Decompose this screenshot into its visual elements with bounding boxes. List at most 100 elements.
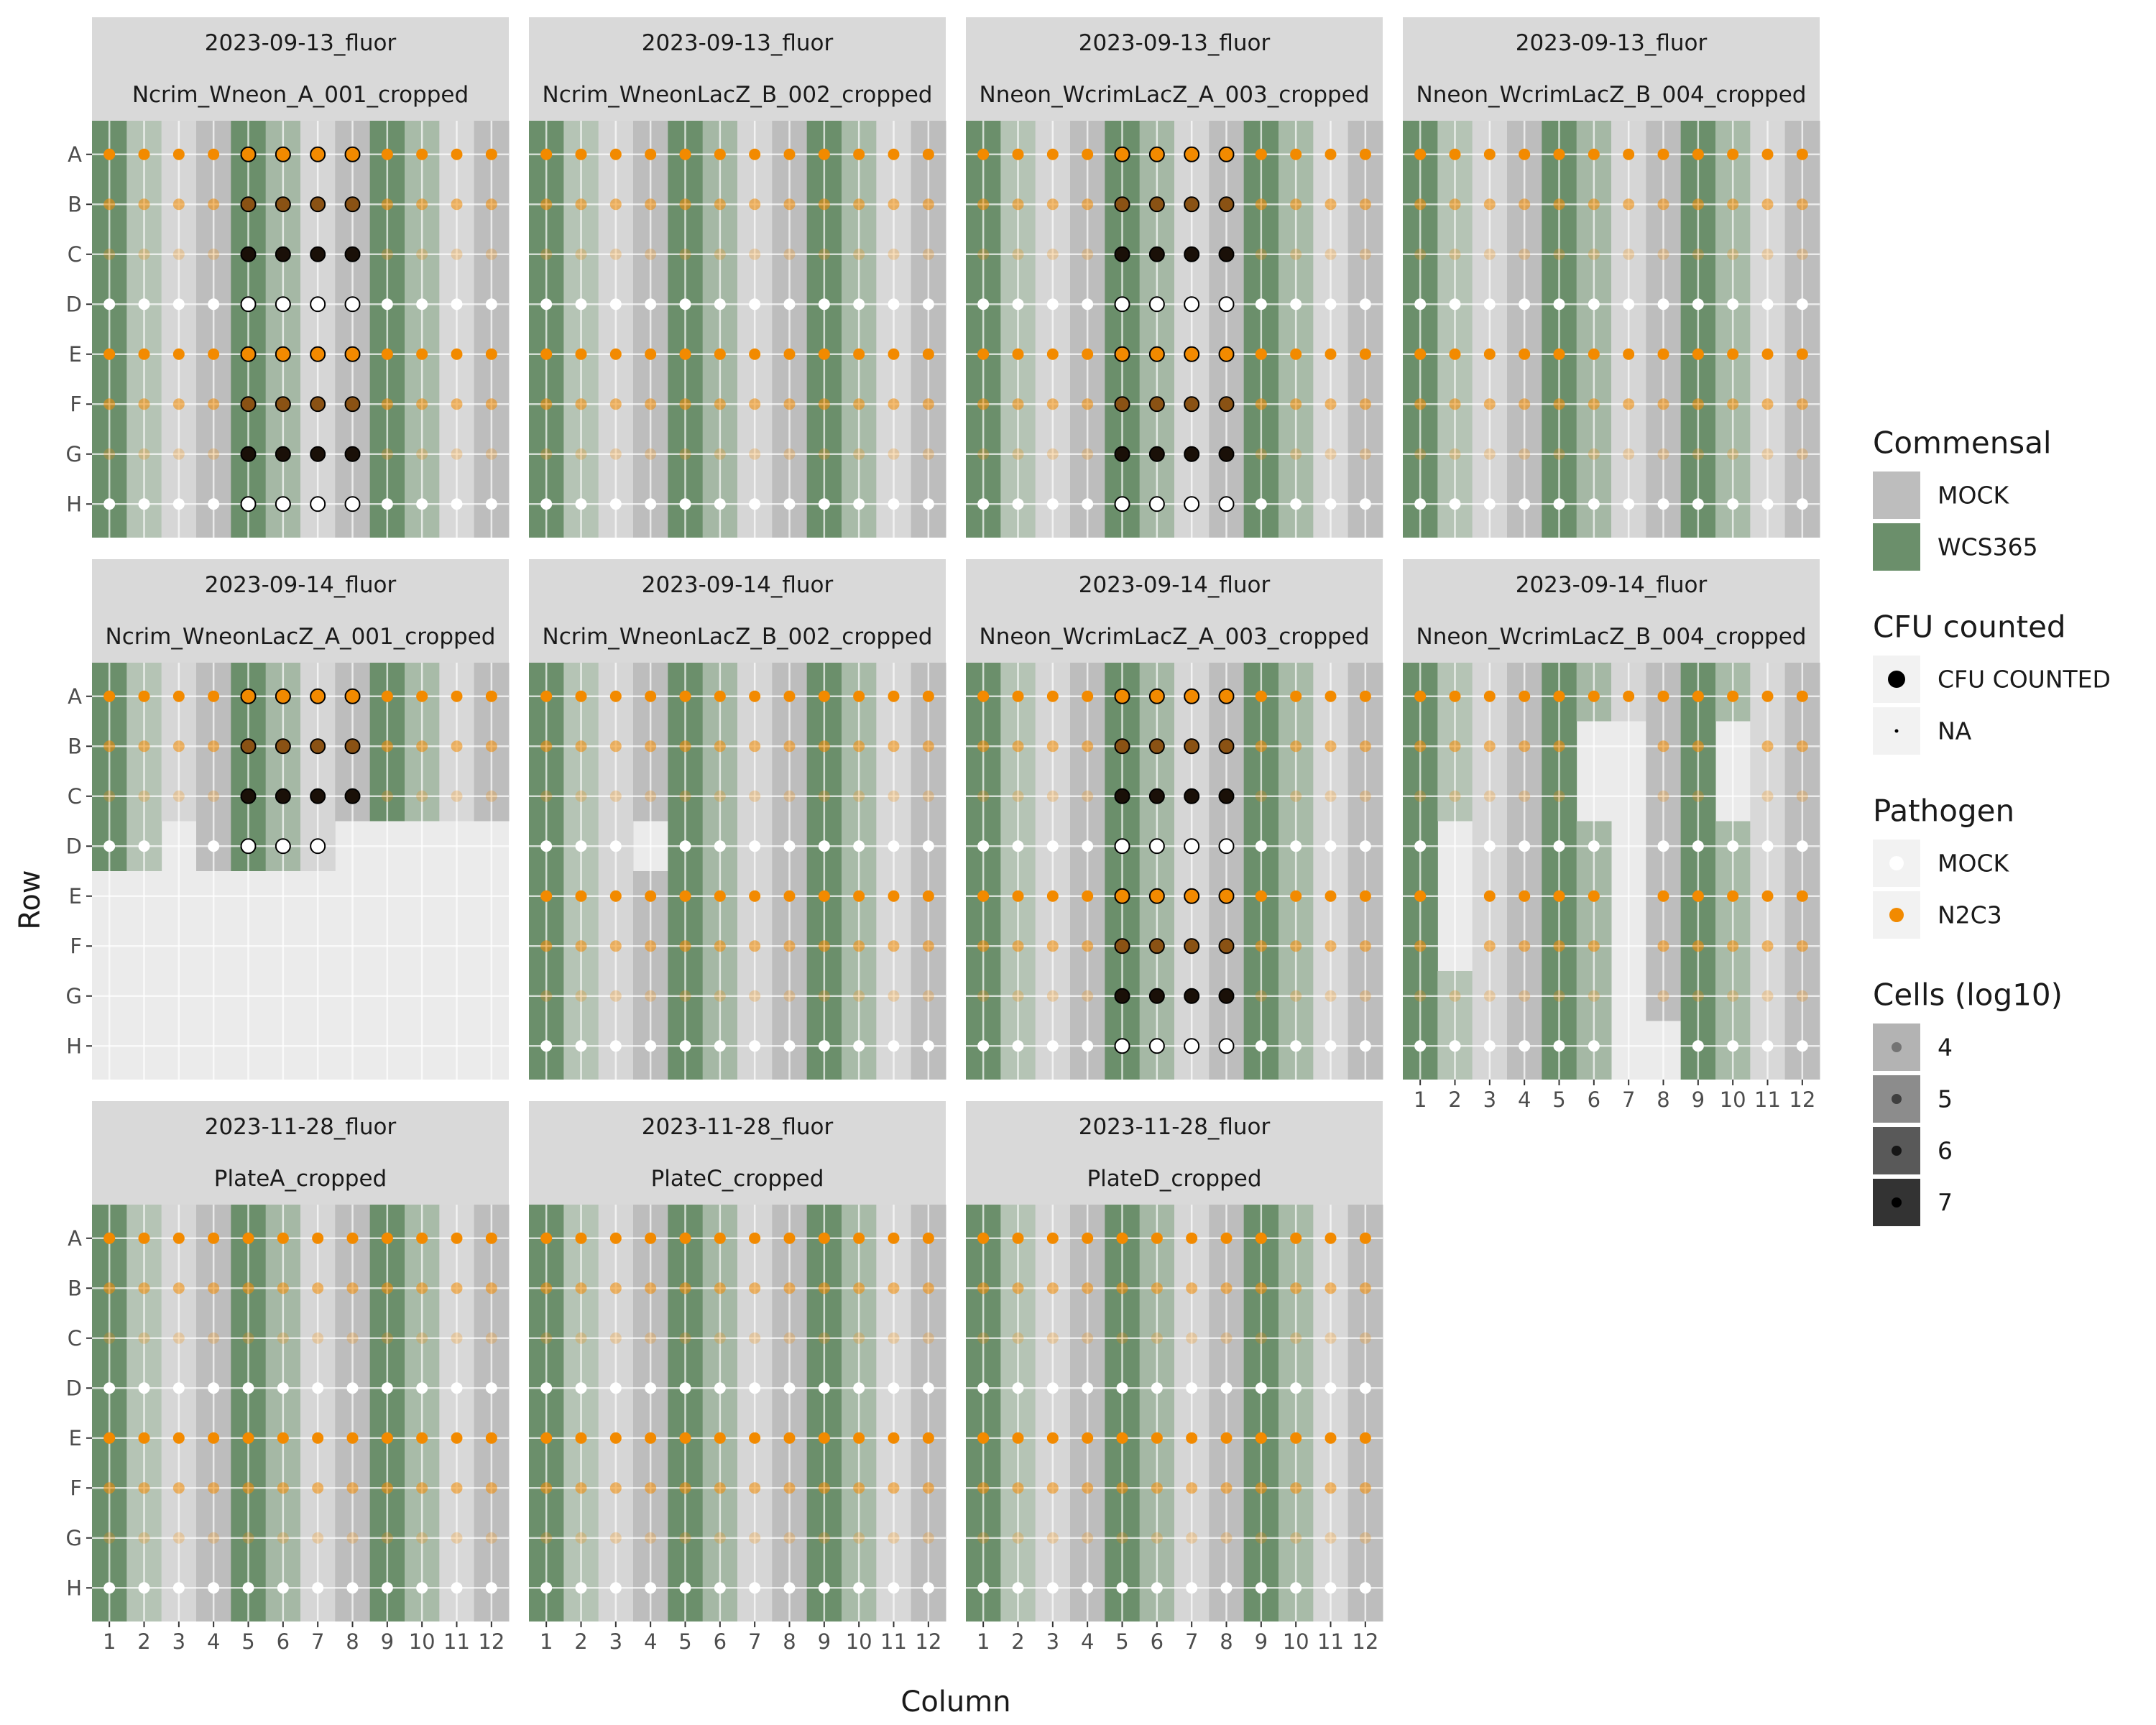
well-point xyxy=(609,498,622,510)
well-point xyxy=(1692,498,1704,510)
well-point xyxy=(679,1232,691,1244)
well-point xyxy=(1148,1038,1165,1054)
x-tick-label: 5 xyxy=(678,1629,691,1654)
well-point xyxy=(1692,990,1704,1002)
well-point xyxy=(1290,498,1302,510)
well-point xyxy=(1186,1482,1198,1494)
well-point xyxy=(679,1382,691,1394)
well-point xyxy=(818,498,830,510)
well-point xyxy=(853,740,865,753)
well-point xyxy=(783,348,796,360)
well-point xyxy=(1449,198,1461,211)
well-point xyxy=(853,148,865,160)
x-tick-label: 8 xyxy=(1220,1629,1233,1654)
legend-label: MOCK xyxy=(1938,482,2009,510)
well-point xyxy=(172,498,185,510)
well-point xyxy=(575,398,587,410)
well-point xyxy=(977,790,990,802)
well-point xyxy=(240,838,257,855)
well-point xyxy=(346,1232,359,1244)
well-point xyxy=(1290,1582,1302,1594)
well-point xyxy=(172,1382,185,1394)
well-point-cfu xyxy=(1184,788,1200,804)
well-point-cfu xyxy=(1218,738,1235,755)
well-point xyxy=(1186,1582,1198,1594)
well-point xyxy=(485,198,497,211)
well-point xyxy=(818,348,830,360)
well-point xyxy=(416,1382,428,1394)
well-point xyxy=(783,840,796,852)
well-point xyxy=(853,1482,865,1494)
well-point xyxy=(381,498,393,510)
well-point xyxy=(1218,1038,1235,1054)
well-point xyxy=(103,1382,116,1394)
well-point xyxy=(1082,298,1094,310)
well-point xyxy=(645,940,657,952)
well-point xyxy=(645,690,657,702)
well-point xyxy=(1290,348,1302,360)
well-point xyxy=(208,790,220,802)
well-point xyxy=(540,740,553,753)
well-point xyxy=(1082,248,1094,260)
well-point xyxy=(1359,1432,1371,1444)
well-point xyxy=(818,690,830,702)
well-point xyxy=(208,448,220,460)
well-point xyxy=(783,1432,796,1444)
well-point-cfu xyxy=(1114,196,1130,213)
well-point xyxy=(1414,298,1427,310)
well-point xyxy=(977,890,990,902)
well-point xyxy=(451,1482,463,1494)
well-point xyxy=(1012,1232,1024,1244)
well-point xyxy=(1012,1532,1024,1544)
facet-date-label: 2023-09-14_fluor xyxy=(1516,572,1708,598)
well-point xyxy=(575,1282,587,1294)
well-point xyxy=(714,198,726,211)
well-point xyxy=(1588,148,1600,160)
panel: 2023-09-14_fluor Nneon_WcrimLacZ_A_003_cr… xyxy=(966,559,1383,1080)
x-tick-label: 11 xyxy=(1754,1087,1781,1112)
well-point xyxy=(1692,840,1704,852)
well-point xyxy=(922,1040,934,1052)
well-point xyxy=(1325,248,1337,260)
well-point xyxy=(138,790,150,802)
well-point xyxy=(103,740,116,753)
x-tick-label: 3 xyxy=(609,1629,622,1654)
well-point xyxy=(1325,1482,1337,1494)
well-point xyxy=(1727,348,1739,360)
well-point xyxy=(922,890,934,902)
well-point xyxy=(1255,448,1267,460)
well-point-cfu xyxy=(310,738,326,755)
well-point xyxy=(103,790,116,802)
well-point xyxy=(679,398,691,410)
well-point xyxy=(381,348,393,360)
well-point xyxy=(888,1532,900,1544)
well-point xyxy=(749,690,761,702)
well-point-cfu xyxy=(275,688,291,704)
well-point-cfu xyxy=(275,196,291,213)
well-point-cfu xyxy=(275,346,291,362)
well-point xyxy=(381,1532,393,1544)
well-point xyxy=(1325,990,1337,1002)
well-point xyxy=(1325,148,1337,160)
well-point xyxy=(1727,990,1739,1002)
well-point xyxy=(977,1382,990,1394)
well-point xyxy=(922,790,934,802)
well-point xyxy=(818,1432,830,1444)
well-point xyxy=(1082,890,1094,902)
y-tick-label: D xyxy=(66,292,82,316)
facet-name-label: PlateC_cropped xyxy=(651,1166,824,1192)
facet-name-label: PlateA_cropped xyxy=(214,1166,387,1192)
well-point xyxy=(1623,248,1635,260)
well-point xyxy=(1255,148,1267,160)
well-point xyxy=(645,1040,657,1052)
well-point xyxy=(1359,448,1371,460)
well-point-cfu xyxy=(344,246,361,262)
well-point xyxy=(1082,1040,1094,1052)
well-point xyxy=(1657,940,1669,952)
well-point xyxy=(977,1432,990,1444)
well-point-cfu xyxy=(344,346,361,362)
well-point xyxy=(783,148,796,160)
well-point xyxy=(1761,790,1774,802)
well-point xyxy=(1359,248,1371,260)
well-point xyxy=(888,1282,900,1294)
